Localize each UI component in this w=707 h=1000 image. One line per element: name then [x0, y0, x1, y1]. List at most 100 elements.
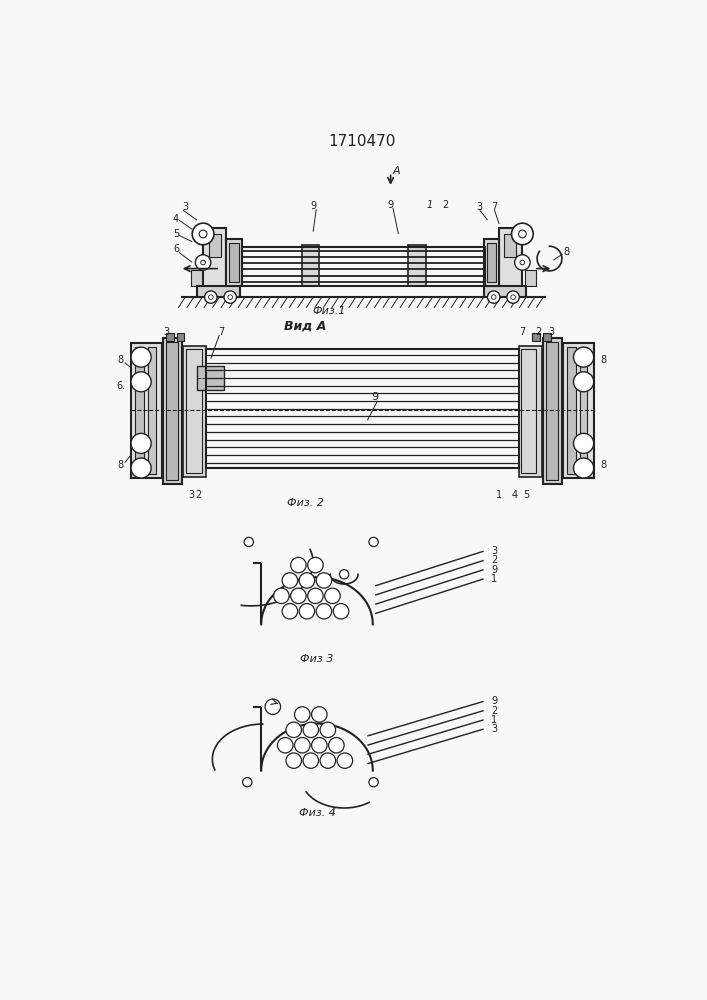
Bar — [135, 347, 144, 474]
Circle shape — [291, 557, 306, 573]
Bar — [206, 349, 518, 468]
Text: 3: 3 — [477, 202, 483, 212]
Bar — [197, 286, 240, 297]
Circle shape — [308, 588, 323, 604]
Circle shape — [295, 738, 310, 753]
Text: 7: 7 — [218, 327, 225, 337]
Circle shape — [131, 347, 151, 367]
Text: 7: 7 — [491, 202, 498, 212]
Bar — [580, 347, 588, 474]
Text: 6: 6 — [173, 244, 179, 254]
Circle shape — [308, 557, 323, 573]
Text: 3: 3 — [182, 202, 188, 212]
Bar — [197, 366, 224, 389]
Circle shape — [312, 738, 327, 753]
Circle shape — [243, 778, 252, 787]
Text: 2: 2 — [491, 706, 498, 716]
Bar — [484, 239, 499, 286]
Text: 5: 5 — [173, 229, 179, 239]
Text: 1: 1 — [491, 574, 498, 584]
Bar — [186, 349, 201, 473]
Bar — [499, 228, 522, 293]
Text: 5: 5 — [523, 490, 530, 500]
Bar — [484, 286, 526, 297]
Text: 8: 8 — [563, 247, 570, 257]
Circle shape — [204, 291, 217, 303]
Text: Физ 3: Физ 3 — [300, 654, 334, 664]
Circle shape — [286, 753, 301, 768]
Bar — [177, 333, 185, 341]
Text: 2: 2 — [534, 327, 541, 337]
Bar — [301, 245, 319, 286]
Bar — [191, 270, 201, 286]
Text: 8: 8 — [118, 460, 124, 470]
Circle shape — [299, 604, 315, 619]
Bar — [566, 347, 575, 474]
Circle shape — [316, 604, 332, 619]
Text: 4: 4 — [173, 214, 179, 224]
Text: 9: 9 — [491, 565, 498, 575]
Circle shape — [195, 255, 211, 270]
Circle shape — [515, 255, 530, 270]
Circle shape — [303, 722, 319, 738]
Bar — [525, 270, 535, 286]
Circle shape — [244, 537, 253, 547]
Circle shape — [573, 372, 594, 392]
Bar — [521, 349, 537, 473]
Circle shape — [295, 707, 310, 722]
Bar — [504, 234, 516, 257]
Bar — [203, 228, 226, 293]
Text: 3: 3 — [163, 327, 169, 337]
Circle shape — [131, 458, 151, 478]
Circle shape — [265, 699, 281, 714]
Circle shape — [488, 291, 500, 303]
Circle shape — [274, 588, 289, 604]
Circle shape — [303, 753, 319, 768]
Circle shape — [369, 537, 378, 547]
Text: 2: 2 — [442, 200, 448, 210]
Text: 1710470: 1710470 — [328, 134, 396, 149]
Text: 3: 3 — [491, 724, 498, 734]
Bar — [226, 239, 242, 286]
Circle shape — [337, 753, 353, 768]
Circle shape — [224, 291, 236, 303]
Circle shape — [333, 604, 349, 619]
Circle shape — [512, 223, 533, 245]
Text: 9: 9 — [310, 201, 316, 211]
Circle shape — [277, 738, 293, 753]
Circle shape — [325, 588, 340, 604]
Bar — [131, 343, 162, 478]
Text: A: A — [393, 166, 401, 176]
Circle shape — [320, 753, 336, 768]
Text: 8: 8 — [601, 460, 607, 470]
Bar — [409, 245, 426, 286]
Bar — [563, 343, 594, 478]
Bar — [209, 234, 221, 257]
Circle shape — [329, 738, 344, 753]
Text: 3: 3 — [491, 546, 498, 556]
Circle shape — [507, 291, 519, 303]
Bar — [542, 338, 562, 484]
Text: 2: 2 — [195, 490, 201, 500]
Bar — [166, 342, 178, 480]
Circle shape — [282, 573, 298, 588]
Text: 7: 7 — [519, 327, 525, 337]
Circle shape — [282, 604, 298, 619]
Bar — [230, 243, 239, 282]
Circle shape — [299, 573, 315, 588]
Bar — [148, 347, 156, 474]
Text: 1: 1 — [496, 490, 502, 500]
Bar — [166, 333, 174, 341]
Circle shape — [312, 707, 327, 722]
Text: 9: 9 — [491, 696, 498, 706]
Circle shape — [573, 347, 594, 367]
Text: 3: 3 — [548, 327, 554, 337]
Circle shape — [192, 223, 214, 245]
Circle shape — [291, 588, 306, 604]
Bar — [543, 333, 551, 341]
Text: 4: 4 — [512, 490, 518, 500]
Circle shape — [369, 778, 378, 787]
Circle shape — [286, 722, 301, 738]
Bar — [546, 342, 558, 480]
Text: 8: 8 — [601, 355, 607, 365]
